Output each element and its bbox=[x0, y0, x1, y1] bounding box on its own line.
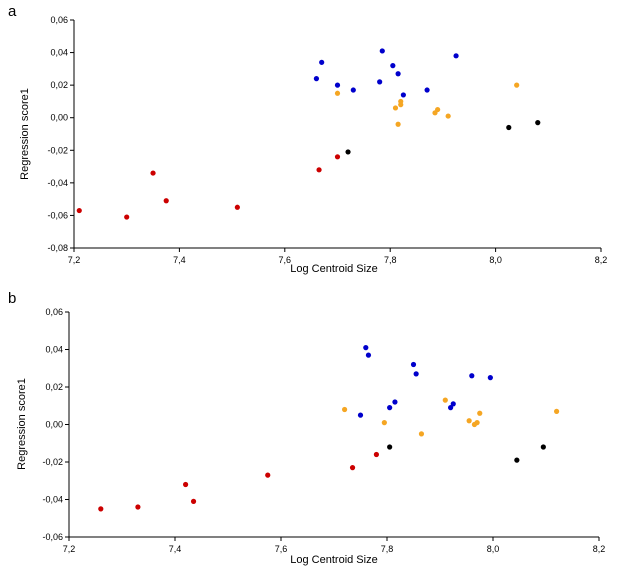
chart-b-x-tick-label: 8,2 bbox=[593, 544, 606, 554]
chart-a-point bbox=[398, 98, 404, 105]
chart-b-y-tick-label: -0,02 bbox=[42, 457, 63, 467]
chart-b-point bbox=[466, 418, 472, 424]
chart-b-point bbox=[363, 345, 369, 351]
chart-b-point bbox=[392, 399, 398, 405]
chart-a-x-tick-label: 7,4 bbox=[173, 255, 186, 265]
chart-b-point bbox=[265, 472, 271, 478]
chart-a-point bbox=[445, 113, 451, 119]
chart-b-point bbox=[135, 504, 141, 510]
chart-a-y-tick-label: 0,00 bbox=[50, 113, 68, 123]
chart-b-point bbox=[540, 444, 546, 450]
chart-b-x-tick-label: 7,2 bbox=[63, 544, 76, 554]
chart-b-y-tick-label: 0,00 bbox=[45, 420, 63, 430]
chart-a-point bbox=[377, 79, 383, 85]
chart-a-x-tick-label: 8,0 bbox=[489, 255, 502, 265]
chart-b-y-tick-label: 0,02 bbox=[45, 382, 63, 392]
chart-a-x-tick-label: 7,8 bbox=[384, 255, 397, 265]
chart-a-point bbox=[424, 87, 430, 93]
chart-b-x-tick-label: 8,0 bbox=[487, 544, 500, 554]
chart-a-point bbox=[395, 71, 401, 77]
chart-b-x-tick-label: 7,4 bbox=[169, 544, 182, 554]
chart-a-point bbox=[345, 149, 351, 155]
chart-b-y-tick-label: -0,04 bbox=[42, 495, 63, 505]
chart-a-point bbox=[150, 170, 156, 176]
chart-b-y-label: Regression score1 bbox=[16, 378, 28, 470]
chart-a-point bbox=[435, 106, 441, 113]
chart-a-x-tick-label: 7,6 bbox=[279, 255, 292, 265]
chart-a-y-ticks: 0,06 0,04 0,02 0,00 -0,02 -0,04 -0,06 -0,08 bbox=[47, 15, 74, 253]
chart-b-y-ticks: 0,06 0,04 0,02 0,00 -0,02 -0,04 -0,06 bbox=[42, 307, 69, 542]
chart-a-point bbox=[350, 87, 356, 93]
chart-b-point bbox=[357, 412, 364, 418]
chart-b-point bbox=[514, 457, 520, 463]
chart-b-point bbox=[554, 408, 560, 414]
chart-b-point bbox=[474, 420, 480, 426]
chart-a-point bbox=[234, 204, 240, 210]
chart-a-point bbox=[506, 124, 512, 131]
chart-a-y-tick-label: -0,08 bbox=[47, 243, 68, 253]
chart-b: b 0,06 0,04 0,02 0,00 -0,02 -0,04 -0,06 7,2 7,4… bbox=[8, 290, 605, 566]
chart-b-points bbox=[98, 345, 560, 512]
chart-b-y-tick-label: 0,04 bbox=[45, 345, 63, 355]
chart-a-points bbox=[76, 48, 541, 220]
chart-a-point bbox=[319, 59, 325, 65]
chart-a-point bbox=[514, 82, 520, 88]
chart-a-point bbox=[76, 207, 82, 214]
chart-a-point bbox=[379, 48, 385, 54]
chart-b-point bbox=[387, 444, 393, 450]
chart-b-x-label: Log Centroid Size bbox=[290, 554, 377, 566]
chart-a: a 0,06 0,04 0,02 0,00 -0,02 -0,04 -0,06 -0,08 7… bbox=[8, 3, 607, 275]
chart-b-point bbox=[413, 371, 419, 377]
chart-a-point bbox=[392, 105, 399, 111]
chart-b-x-tick-label: 7,8 bbox=[381, 544, 394, 554]
chart-a-point bbox=[395, 121, 401, 127]
chart-a-y-tick-label: 0,04 bbox=[50, 48, 68, 58]
chart-a-y-tick-label: 0,06 bbox=[50, 15, 68, 25]
chart-b-x-tick-label: 7,6 bbox=[275, 544, 288, 554]
chart-a-y-tick-label: -0,02 bbox=[47, 145, 68, 155]
chart-a-point bbox=[535, 120, 541, 126]
chart-a-x-label: Log Centroid Size bbox=[290, 263, 377, 275]
chart-a-y-label: Regression score1 bbox=[19, 88, 31, 180]
chart-b-point bbox=[349, 465, 356, 471]
chart-a-x-tick-label: 8,2 bbox=[595, 255, 608, 265]
chart-b-point bbox=[450, 401, 456, 407]
chart-b-point bbox=[373, 451, 379, 458]
chart-b-point bbox=[410, 361, 417, 368]
chart-a-point bbox=[163, 198, 169, 204]
chart-a-point bbox=[313, 76, 320, 82]
chart-a-y-tick-label: -0,06 bbox=[47, 210, 68, 220]
panel-label-b: b bbox=[8, 290, 16, 307]
chart-b-point bbox=[448, 405, 454, 411]
chart-a-y-tick-label: -0,04 bbox=[47, 178, 68, 188]
chart-b-point bbox=[381, 420, 387, 426]
chart-b-point bbox=[418, 431, 425, 437]
chart-b-point bbox=[442, 397, 448, 403]
chart-a-point bbox=[453, 53, 459, 59]
chart-b-y-tick-label: 0,06 bbox=[45, 307, 63, 317]
chart-b-point bbox=[183, 481, 189, 488]
chart-a-x-tick-label: 7,2 bbox=[68, 255, 81, 265]
chart-a-point bbox=[334, 154, 341, 160]
panel-label-a: a bbox=[8, 3, 17, 20]
chart-b-point bbox=[365, 352, 372, 358]
chart-a-point bbox=[124, 214, 130, 220]
chart-a-point bbox=[316, 167, 322, 173]
chart-a-x-ticks: 7,2 7,4 7,6 7,8 8,0 8,2 bbox=[68, 248, 608, 265]
chart-b-point bbox=[477, 410, 483, 416]
chart-b-point bbox=[98, 506, 104, 512]
chart-a-point bbox=[334, 82, 341, 88]
chart-b-x-ticks: 7,2 7,4 7,6 7,8 8,0 8,2 bbox=[63, 537, 606, 554]
chart-b-point bbox=[487, 375, 493, 381]
chart-b-y-tick-label: -0,06 bbox=[42, 532, 63, 542]
chart-b-point bbox=[190, 498, 197, 504]
chart-a-point bbox=[334, 90, 341, 96]
chart-b-point bbox=[469, 373, 475, 379]
chart-b-point bbox=[342, 406, 348, 413]
chart-b-point bbox=[387, 405, 393, 411]
chart-a-y-tick-label: 0,02 bbox=[50, 80, 68, 90]
chart-a-point bbox=[390, 63, 396, 69]
chart-a-point bbox=[400, 92, 406, 98]
